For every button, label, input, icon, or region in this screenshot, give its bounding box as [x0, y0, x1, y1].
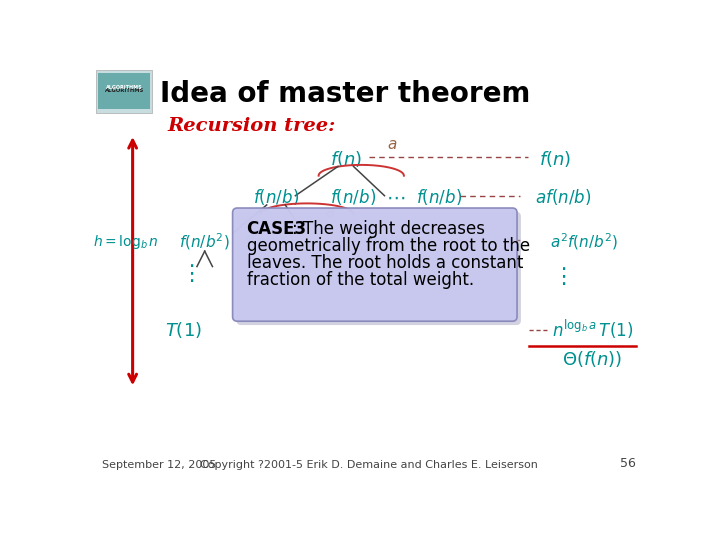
Text: $f(n/b)$: $f(n/b)$: [415, 187, 462, 207]
Text: Idea of master theorem: Idea of master theorem: [160, 80, 530, 108]
Text: fraction of the total weight.: fraction of the total weight.: [246, 271, 474, 289]
Text: $a$: $a$: [387, 138, 397, 152]
Text: leaves. The root holds a constant: leaves. The root holds a constant: [246, 254, 523, 272]
Text: geometrically from the root to the: geometrically from the root to the: [246, 237, 530, 255]
Text: ALGORITHMS: ALGORITHMS: [106, 85, 143, 90]
Text: $af(n/b)$: $af(n/b)$: [535, 187, 591, 207]
Text: $n^{\log_b a}\,T(1)$: $n^{\log_b a}\,T(1)$: [552, 318, 633, 341]
Text: $f(n/b)$: $f(n/b)$: [330, 187, 377, 207]
Text: $f(n/b^2)$: $f(n/b^2)$: [367, 232, 418, 252]
Text: $\cdots$: $\cdots$: [387, 188, 406, 206]
Text: 56: 56: [620, 457, 636, 470]
Text: $\vdots$: $\vdots$: [180, 263, 194, 285]
Text: $\Theta(f(n))$: $\Theta(f(n))$: [562, 349, 622, 369]
FancyBboxPatch shape: [96, 70, 152, 112]
Text: : The weight decreases: : The weight decreases: [292, 220, 485, 238]
Text: $f(n)$: $f(n)$: [330, 148, 362, 168]
Text: $a^2 f(n/b^2)$: $a^2 f(n/b^2)$: [550, 232, 618, 252]
Text: $\cdots$: $\cdots$: [330, 233, 349, 251]
FancyBboxPatch shape: [236, 212, 521, 325]
Text: $f(n)$: $f(n)$: [539, 148, 571, 168]
FancyBboxPatch shape: [233, 208, 517, 321]
Text: Recursion tree:: Recursion tree:: [168, 117, 336, 136]
Text: $a$: $a$: [325, 206, 336, 220]
Text: $f(n/b^2)$: $f(n/b^2)$: [244, 232, 295, 252]
Text: September 12, 2005: September 12, 2005: [102, 460, 217, 470]
FancyBboxPatch shape: [98, 72, 150, 110]
Text: $f(n/b)$: $f(n/b)$: [253, 187, 299, 207]
Text: $h = \log_b n$: $h = \log_b n$: [93, 233, 159, 251]
Text: $T(1)$: $T(1)$: [165, 320, 202, 340]
Text: ALGORITHMS: ALGORITHMS: [104, 89, 144, 93]
Text: $\vdots$: $\vdots$: [552, 266, 566, 287]
Text: $f(n/b^2)$: $f(n/b^2)$: [179, 232, 230, 252]
Text: CASE3: CASE3: [246, 220, 307, 238]
Text: Copyright ?2001-5 Erik D. Demaine and Charles E. Leiserson: Copyright ?2001-5 Erik D. Demaine and Ch…: [200, 460, 538, 470]
